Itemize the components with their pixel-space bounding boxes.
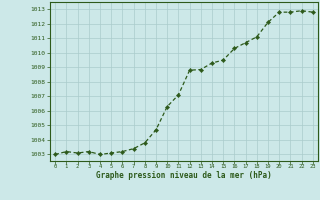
X-axis label: Graphe pression niveau de la mer (hPa): Graphe pression niveau de la mer (hPa) bbox=[96, 171, 272, 180]
